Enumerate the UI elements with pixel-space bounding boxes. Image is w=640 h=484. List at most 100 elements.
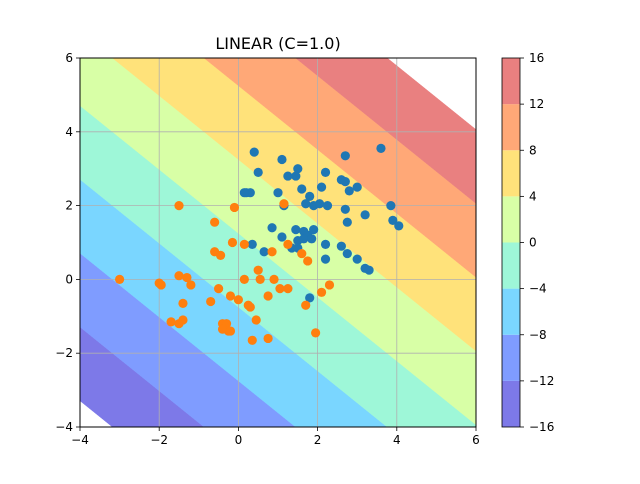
scatter-point-series-1 bbox=[293, 164, 303, 174]
colorbar-tick-label: 4 bbox=[529, 189, 537, 203]
scatter-point-series-2 bbox=[283, 239, 293, 249]
y-tick-label: 0 bbox=[65, 272, 73, 286]
scatter-point-series-1 bbox=[291, 171, 301, 181]
colorbar-tick-label: 8 bbox=[529, 143, 537, 157]
colorbar-tick-label: 12 bbox=[529, 97, 544, 111]
scatter-point-series-1 bbox=[322, 201, 333, 211]
y-tick-label: −2 bbox=[55, 346, 73, 360]
scatter-point-series-1 bbox=[309, 224, 319, 235]
scatter-point-series-1 bbox=[291, 224, 301, 235]
scatter-point-series-1 bbox=[340, 151, 350, 161]
colorbar-tick-label: −16 bbox=[529, 420, 554, 434]
scatter-point-series-1 bbox=[342, 248, 352, 259]
scatter-point-series-2 bbox=[186, 280, 196, 290]
chart-title: LINEAR (C=1.0) bbox=[215, 34, 340, 53]
scatter-point-series-2 bbox=[267, 247, 277, 257]
scatter-point-series-1 bbox=[314, 199, 325, 209]
scatter-point-series-2 bbox=[178, 315, 188, 325]
scatter-point-series-1 bbox=[273, 188, 283, 198]
scatter-point-series-1 bbox=[301, 199, 311, 209]
scatter-point-series-2 bbox=[297, 248, 307, 259]
scatter-point-series-1 bbox=[297, 184, 307, 194]
scatter-point-series-2 bbox=[263, 291, 273, 301]
scatter-point-series-1 bbox=[305, 191, 315, 201]
scatter-point-series-1 bbox=[239, 188, 249, 198]
colorbar-tick-label: −12 bbox=[529, 374, 554, 388]
colorbar-tick-label: 0 bbox=[529, 236, 537, 250]
scatter-point-series-1 bbox=[352, 182, 362, 192]
scatter-point-series-2 bbox=[301, 300, 311, 310]
x-tick-label: 4 bbox=[393, 433, 401, 447]
contour-fill-regions bbox=[80, 58, 476, 427]
scatter-point-series-2 bbox=[206, 296, 216, 307]
scatter-point-series-1 bbox=[360, 210, 370, 220]
scatter-point-series-1 bbox=[386, 201, 396, 211]
x-tick-label: −4 bbox=[71, 433, 89, 447]
scatter-point-series-2 bbox=[279, 199, 289, 209]
scatter-point-series-2 bbox=[174, 201, 184, 211]
scatter-point-series-1 bbox=[342, 217, 352, 227]
scatter-point-series-2 bbox=[251, 315, 261, 325]
contour-band bbox=[80, 58, 476, 426]
scatter-point-series-1 bbox=[340, 177, 350, 187]
scatter-point-series-1 bbox=[352, 254, 362, 264]
y-axis: −4 −2 0 2 4 6 bbox=[55, 51, 80, 434]
x-tick-label: −2 bbox=[150, 433, 168, 447]
colorbar-segment bbox=[502, 334, 520, 381]
scatter-point-series-2 bbox=[115, 274, 125, 284]
scatter-point-series-2 bbox=[227, 237, 238, 248]
scatter-point-series-1 bbox=[316, 182, 327, 192]
y-tick-label: −4 bbox=[55, 420, 73, 434]
colorbar-segment bbox=[502, 288, 520, 335]
scatter-point-series-2 bbox=[182, 272, 192, 283]
scatter-point-series-2 bbox=[166, 317, 176, 327]
scatter-point-series-2 bbox=[316, 287, 327, 297]
scatter-point-series-2 bbox=[178, 298, 188, 308]
y-tick-label: 4 bbox=[65, 125, 73, 139]
scatter-point-series-2 bbox=[303, 256, 313, 266]
plot-frame bbox=[79, 57, 477, 428]
scatter-point-series-1 bbox=[307, 234, 317, 244]
grid-lines bbox=[80, 58, 476, 427]
scatter-point-series-2 bbox=[269, 274, 279, 284]
scatter-point-series-2 bbox=[239, 239, 249, 249]
scatter-point-series-2 bbox=[253, 265, 263, 275]
colorbar-tick-label: −4 bbox=[529, 282, 547, 296]
scatter-point-series-1 bbox=[253, 167, 263, 177]
scatter-point-series-1 bbox=[340, 204, 350, 214]
scatter-point-series-2 bbox=[233, 295, 243, 305]
colorbar-segment bbox=[502, 242, 520, 289]
colorbar-tick-label: 16 bbox=[529, 51, 544, 65]
colorbar-segment bbox=[502, 58, 520, 105]
scatter-point-series-1 bbox=[305, 293, 315, 303]
scatter-point-series-2 bbox=[283, 284, 293, 294]
scatter-point-series-2 bbox=[263, 333, 273, 344]
scatter-point-series-1 bbox=[277, 232, 287, 242]
scatter-point-series-1 bbox=[283, 171, 293, 181]
scatter-point-series-2 bbox=[174, 271, 184, 281]
scatter-point-series-1 bbox=[247, 239, 257, 249]
x-axis: −4 −2 0 2 4 6 bbox=[71, 427, 480, 447]
scatter-point-series-1 bbox=[293, 236, 303, 246]
colorbar-segment bbox=[502, 196, 520, 243]
scatter-point-series-1 bbox=[320, 167, 331, 177]
scatter-point-series-1 bbox=[320, 239, 331, 249]
scatter-point-series-2 bbox=[225, 291, 236, 301]
colorbar: −16 −12 −8 −4 0 4 8 12 16 bbox=[501, 51, 554, 434]
scatter-point-series-2 bbox=[210, 217, 220, 227]
y-tick-label: 6 bbox=[65, 51, 73, 65]
scatter-point-series-2 bbox=[214, 284, 224, 294]
scatter-point-series-2 bbox=[275, 284, 285, 294]
scatter-point-series-1 bbox=[320, 254, 331, 264]
scatter-point-series-2 bbox=[215, 250, 226, 261]
scatter-point-series-1 bbox=[249, 147, 259, 157]
scatter-point-series-1 bbox=[336, 241, 346, 251]
scatter-point-series-1 bbox=[344, 186, 354, 196]
scatter-point-series-1 bbox=[376, 143, 386, 154]
scatter-point-series-2 bbox=[239, 274, 249, 284]
scatter-point-series-2 bbox=[229, 202, 240, 213]
scatter-point-series-2 bbox=[324, 280, 335, 290]
scatter-point-series-1 bbox=[277, 154, 287, 165]
